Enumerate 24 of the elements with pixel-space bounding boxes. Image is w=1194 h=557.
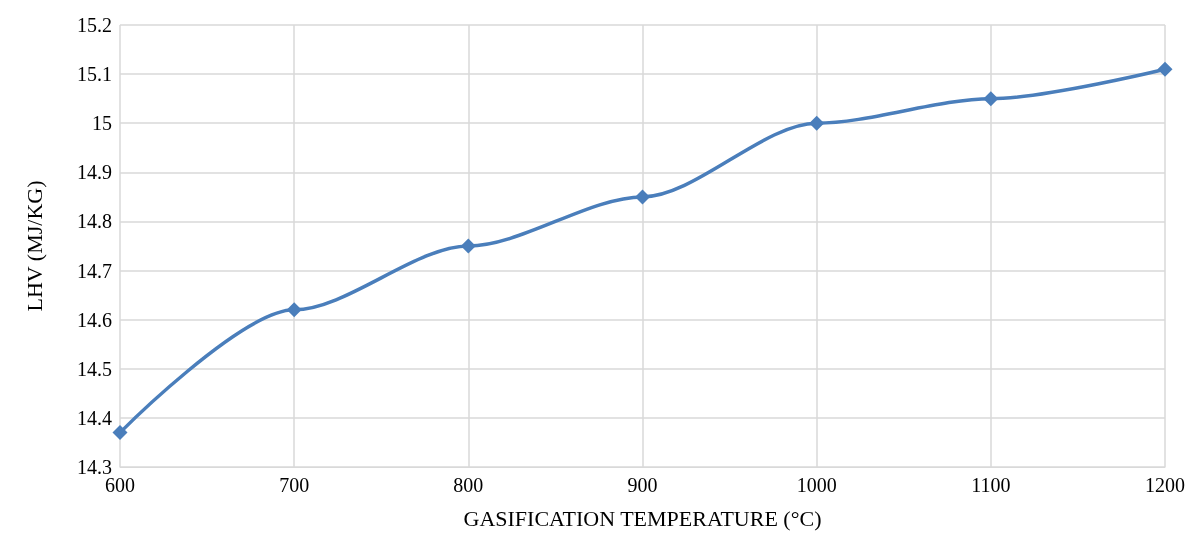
x-tick-label: 800 — [453, 474, 484, 496]
y-tick-label: 14.5 — [77, 357, 112, 380]
y-tick-label: 15.2 — [77, 14, 112, 36]
y-tick-label: 14.7 — [77, 259, 112, 282]
y-tick-label: 14.9 — [77, 161, 112, 184]
y-axis-title: LHV (MJ/KG) — [21, 180, 47, 312]
y-tick-label: 14.6 — [77, 308, 112, 331]
x-tick-label: 700 — [279, 474, 310, 496]
point — [1157, 61, 1173, 77]
y-tick-label: 14.4 — [77, 406, 112, 429]
x-tick-label: 1100 — [971, 474, 1011, 496]
y-tick-label: 15 — [92, 112, 112, 135]
y-tick-label: 15.1 — [77, 63, 112, 86]
point — [635, 189, 650, 205]
point — [112, 425, 128, 441]
point — [983, 91, 999, 107]
x-axis-title: GASIFICATION TEMPERATURE (°C) — [463, 505, 822, 531]
x-tick-label: 900 — [627, 474, 658, 496]
point — [809, 115, 825, 131]
x-tick-label: 1000 — [796, 474, 837, 496]
y-tick-label: 14.8 — [77, 210, 112, 233]
x-tick-label: 1200 — [1145, 474, 1185, 496]
point — [286, 302, 302, 318]
point — [460, 238, 476, 254]
